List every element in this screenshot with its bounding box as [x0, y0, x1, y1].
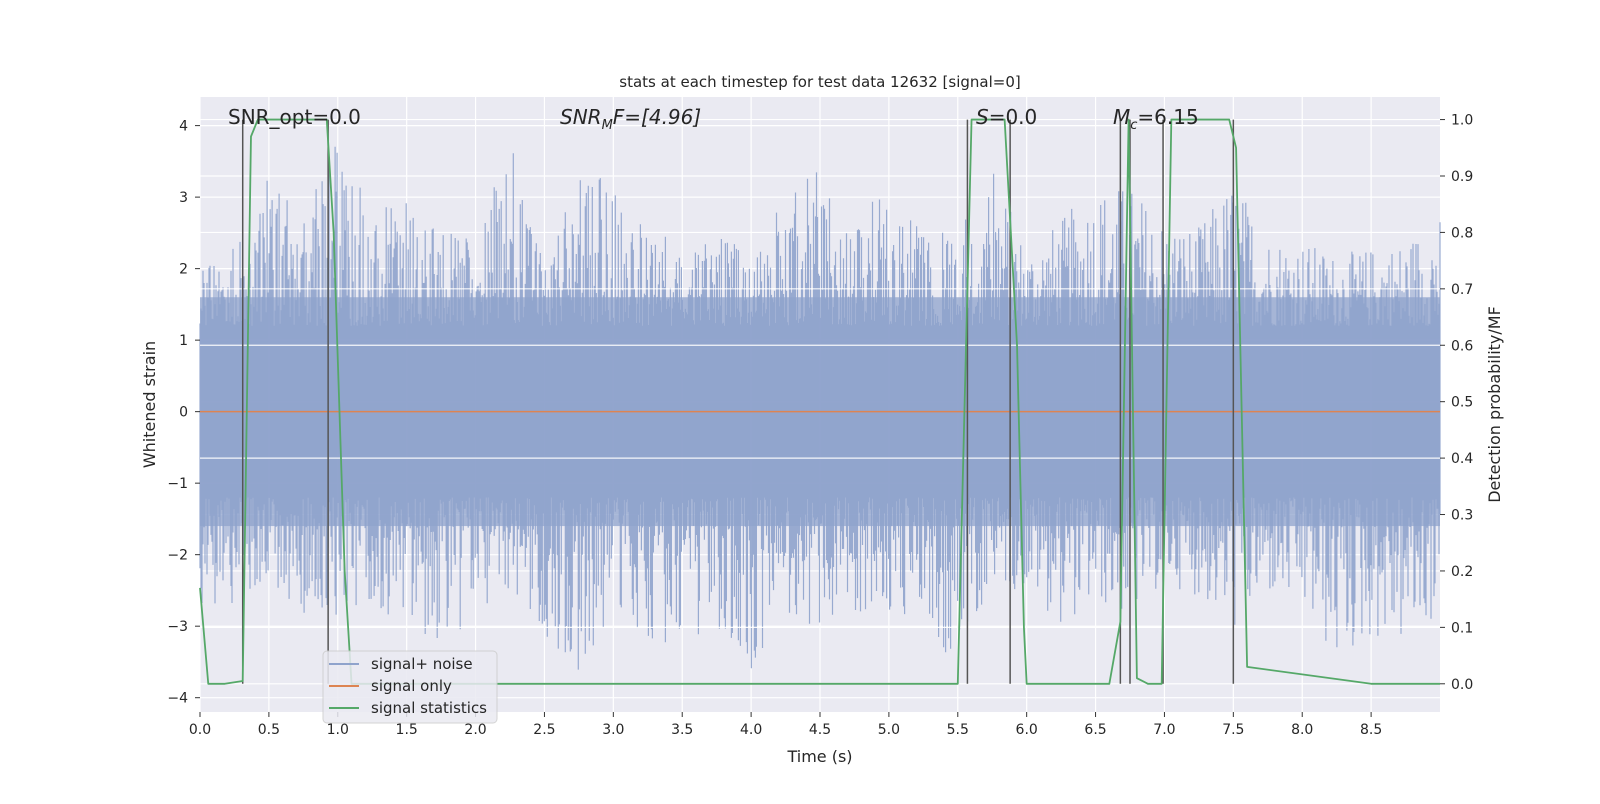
legend-label-signal-noise: signal+ noise — [371, 655, 473, 673]
x-tick-label: 4.5 — [809, 722, 831, 738]
y-tick-label: 0 — [179, 405, 188, 421]
y-tick-label: 2 — [179, 262, 188, 278]
y-tick-label: −2 — [167, 548, 188, 564]
snr-mf-rest: F=[4.96] — [613, 105, 701, 129]
y-right-tick-label: 0.3 — [1451, 508, 1473, 524]
y-axis-right-label: Detection probability/MF — [1485, 306, 1504, 503]
x-tick-label: 6.0 — [1016, 722, 1038, 738]
x-tick-label: 7.5 — [1222, 722, 1244, 738]
x-tick-label: 5.5 — [947, 722, 969, 738]
y-right-tick-label: 0.0 — [1451, 677, 1473, 693]
x-tick-label: 1.5 — [396, 722, 418, 738]
y-tick-label: 4 — [179, 119, 188, 135]
x-tick-label: 4.0 — [740, 722, 762, 738]
x-tick-label: 5.0 — [878, 722, 900, 738]
y-tick-label: −3 — [167, 619, 188, 635]
data-layer — [199, 118, 1441, 685]
x-tick-label: 0.0 — [189, 722, 211, 738]
x-axis-label: Time (s) — [786, 747, 852, 766]
y-right-tick-label: 0.4 — [1451, 451, 1473, 467]
snr-mf-sub: M — [602, 118, 613, 133]
x-tick-label: 3.0 — [602, 722, 624, 738]
y-tick-label: 1 — [179, 333, 188, 349]
y-right-tick-label: 1.0 — [1451, 113, 1473, 129]
x-tick-label: 0.5 — [258, 722, 280, 738]
x-tick-label: 2.0 — [464, 722, 486, 738]
legend: signal+ noise signal only signal statist… — [322, 650, 498, 724]
y-tick-label: −1 — [167, 476, 188, 492]
x-tick-label: 6.5 — [1084, 722, 1106, 738]
y-right-tick-label: 0.5 — [1451, 395, 1473, 411]
y-tick-label: 3 — [179, 190, 188, 206]
y-right-tick-label: 0.2 — [1451, 564, 1473, 580]
mc-sub: c — [1130, 118, 1137, 133]
s-annotation: S=0.0 — [976, 105, 1037, 129]
s-main: S — [976, 105, 989, 129]
mc-main: M — [1113, 105, 1130, 129]
annotations: SNR_opt=0.0 SNRMF=[4.96] S=0.0 Mc=6.15 — [228, 105, 1199, 133]
x-tick-label: 8.0 — [1291, 722, 1313, 738]
snr-opt-annotation: SNR_opt=0.0 — [228, 105, 361, 129]
snr-mf-main: SNR — [560, 105, 602, 129]
legend-label-signal-only: signal only — [371, 677, 452, 695]
y-right-tick-label: 0.1 — [1451, 620, 1473, 636]
mc-annotation: Mc=6.15 — [1113, 105, 1199, 133]
chart-title: stats at each timestep for test data 126… — [619, 73, 1020, 91]
x-tick-label: 7.0 — [1153, 722, 1175, 738]
y-tick-label: −4 — [167, 691, 188, 707]
x-tick-label: 2.5 — [533, 722, 555, 738]
y-axis-label: Whitened strain — [140, 341, 159, 468]
y-right-tick-label: 0.9 — [1451, 169, 1473, 185]
s-rest: =0.0 — [989, 105, 1038, 129]
y-right-tick-label: 0.8 — [1451, 225, 1473, 241]
x-tick-label: 8.5 — [1360, 722, 1382, 738]
legend-label-signal-statistics: signal statistics — [371, 699, 487, 717]
mc-rest: =6.15 — [1137, 105, 1198, 129]
x-tick-label: 3.5 — [671, 722, 693, 738]
x-tick-label: 1.0 — [327, 722, 349, 738]
y-right-tick-label: 0.7 — [1451, 282, 1473, 298]
y-right-tick-label: 0.6 — [1451, 338, 1473, 354]
legend-box — [322, 650, 498, 724]
axes: 0.0 0.5 1.0 1.5 2.0 2.5 3.0 3.5 4.0 4.5 5.0 5.5 6.0 6… — [167, 113, 1473, 738]
snr-mf-annotation: SNRMF=[4.96] — [560, 105, 701, 133]
series-signal-statistics — [199, 118, 1440, 685]
